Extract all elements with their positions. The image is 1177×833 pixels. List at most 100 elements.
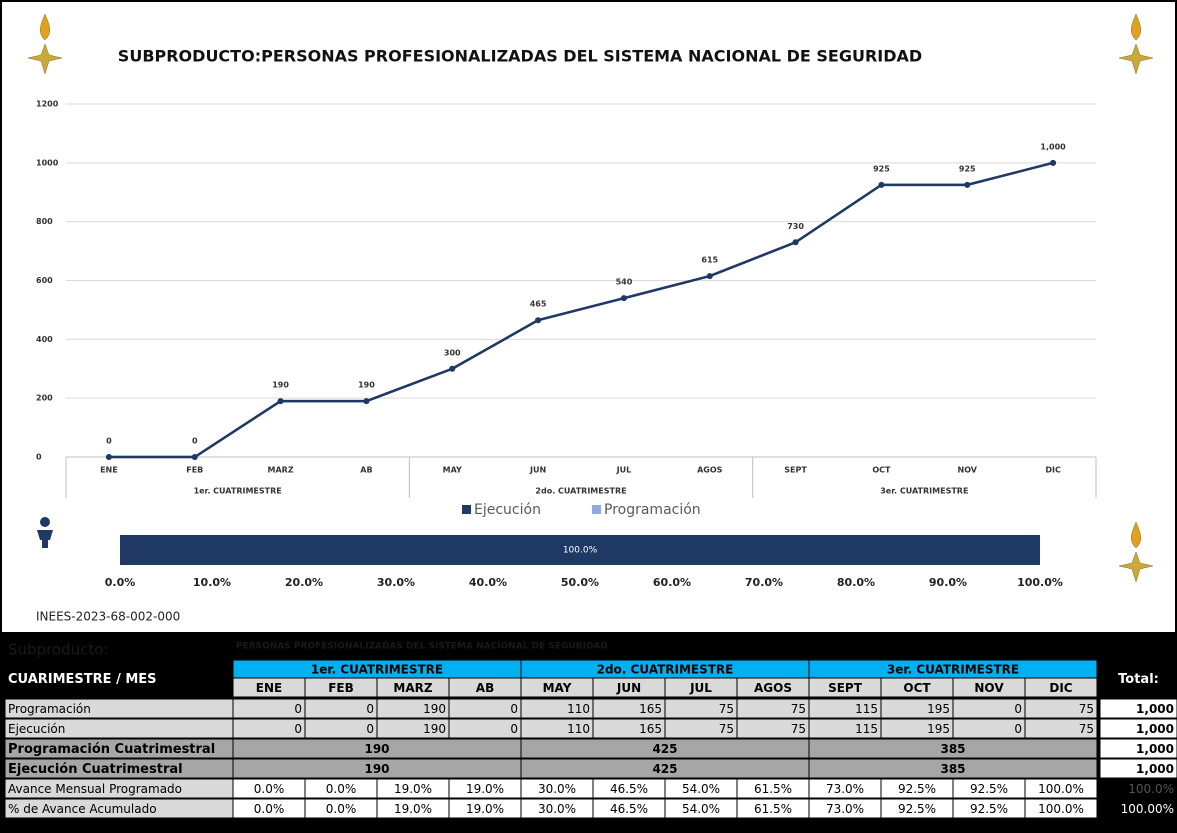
point bbox=[706, 273, 713, 280]
row-label: Avance Mensual Programado bbox=[8, 782, 182, 796]
cell: 54.0% bbox=[682, 802, 720, 816]
cell: 385 bbox=[940, 742, 965, 756]
cell: 195 bbox=[927, 722, 950, 736]
series-line bbox=[108, 161, 1054, 459]
y-tick-label: 800 bbox=[36, 217, 53, 226]
row-total: 100.0% bbox=[1128, 782, 1174, 796]
x-tick-label: 10.0% bbox=[193, 576, 231, 589]
cell: 195 bbox=[927, 702, 950, 716]
cell: 0.0% bbox=[254, 782, 285, 796]
total-header: Total: bbox=[1118, 672, 1159, 687]
data-label: 465 bbox=[530, 300, 547, 309]
data-label: 300 bbox=[444, 348, 461, 357]
month-header-cell bbox=[1024, 677, 1098, 698]
x-tick-label: MAY bbox=[443, 466, 462, 475]
row-total-cell bbox=[1099, 798, 1177, 819]
group-header: 2do. CUATRIMESTRE bbox=[597, 663, 734, 677]
y-tick-label: 200 bbox=[36, 394, 53, 403]
row-label: % de Avance Acumulado bbox=[8, 802, 157, 816]
cell: 75 bbox=[719, 702, 734, 716]
month-header: NOV bbox=[974, 681, 1004, 695]
cell: 0.0% bbox=[326, 782, 357, 796]
x-tick-label: 60.0% bbox=[653, 576, 691, 589]
data-label: 1,000 bbox=[1040, 142, 1066, 151]
cell: 0 bbox=[1014, 722, 1022, 736]
legend-swatch bbox=[592, 505, 601, 514]
x-tick-label: 80.0% bbox=[837, 576, 875, 589]
y-tick-label: 0 bbox=[36, 453, 42, 462]
cell: 0 bbox=[366, 702, 374, 716]
cell: 75 bbox=[791, 702, 806, 716]
row-total-cell bbox=[1099, 738, 1177, 759]
month-header: JUN bbox=[616, 681, 641, 695]
x-tick-label: 0.0% bbox=[105, 576, 136, 589]
x-tick-label: DIC bbox=[1045, 466, 1061, 475]
x-tick-label: OCT bbox=[872, 466, 891, 475]
x-tick-label: ENE bbox=[100, 466, 118, 475]
cell-cell bbox=[1024, 798, 1098, 819]
month-header: SEPT bbox=[828, 681, 863, 695]
cell: 190 bbox=[423, 722, 446, 736]
data-label: 730 bbox=[787, 222, 804, 231]
y-tick-label: 600 bbox=[36, 276, 53, 285]
x-tick-label: 100.0% bbox=[1017, 576, 1063, 589]
cell: 61.5% bbox=[754, 802, 792, 816]
data-label: 100.0% bbox=[563, 546, 598, 556]
data-label: 190 bbox=[358, 381, 375, 390]
cell: 92.5% bbox=[898, 782, 936, 796]
x-tick-label: 20.0% bbox=[285, 576, 323, 589]
subproduct-label: Subproducto: bbox=[8, 641, 108, 659]
data-label: 0 bbox=[192, 437, 198, 446]
row-total-cell bbox=[1099, 778, 1177, 799]
cell: 75 bbox=[719, 722, 734, 736]
subproduct-value: PERSONAS PROFESIONALIZADAS DEL SISTEMA N… bbox=[236, 642, 608, 652]
row-total: 1,000 bbox=[1136, 722, 1174, 736]
cell: 100.0% bbox=[1038, 802, 1084, 816]
cell: 92.5% bbox=[898, 802, 936, 816]
point bbox=[1050, 159, 1057, 166]
cell: 19.0% bbox=[394, 782, 432, 796]
emblems bbox=[27, 13, 1154, 583]
cell: 92.5% bbox=[970, 802, 1008, 816]
data-label: 615 bbox=[701, 256, 718, 265]
row-label: Ejecución bbox=[8, 722, 65, 736]
cell: 46.5% bbox=[610, 802, 648, 816]
y-tick-label: 400 bbox=[36, 335, 53, 344]
month-header: JUL bbox=[689, 681, 712, 695]
month-header: AB bbox=[476, 681, 494, 695]
cell: 190 bbox=[364, 742, 389, 756]
row-total: 1,000 bbox=[1136, 762, 1174, 776]
legend-label: Ejecución bbox=[474, 502, 541, 518]
cell: 115 bbox=[855, 702, 878, 716]
group-label: 3er. CUATRIMESTRE bbox=[880, 487, 968, 496]
point bbox=[191, 454, 198, 460]
cell: 19.0% bbox=[466, 782, 504, 796]
row-total: 1,000 bbox=[1136, 742, 1174, 756]
x-tick-label: AB bbox=[360, 466, 372, 475]
x-tick-label: FEB bbox=[186, 466, 203, 475]
cell: 425 bbox=[652, 742, 677, 756]
x-tick-label: 50.0% bbox=[561, 576, 599, 589]
cell: 19.0% bbox=[466, 802, 504, 816]
cell: 165 bbox=[639, 722, 662, 736]
x-tick-label: SEPT bbox=[784, 466, 807, 475]
data-label: 190 bbox=[272, 381, 289, 390]
x-tick-label: 90.0% bbox=[929, 576, 967, 589]
row-total-cell bbox=[1099, 758, 1177, 779]
person-icon bbox=[37, 517, 53, 548]
cell-cell bbox=[808, 738, 1098, 759]
cell: 115 bbox=[855, 722, 878, 736]
total-header-cell bbox=[1099, 659, 1177, 698]
y-tick-label: 1000 bbox=[36, 158, 59, 167]
row-total: 1,000 bbox=[1136, 702, 1174, 716]
data-label: 925 bbox=[959, 164, 976, 173]
cell-cell bbox=[1024, 698, 1098, 719]
cell: 0 bbox=[1014, 702, 1022, 716]
month-header: ENE bbox=[256, 681, 282, 695]
row-label: Programación bbox=[8, 702, 91, 716]
y-tick-label: 1200 bbox=[36, 100, 59, 109]
group-label: 2do. CUATRIMESTRE bbox=[535, 487, 626, 496]
point bbox=[277, 398, 284, 405]
cell: 0.0% bbox=[254, 802, 285, 816]
